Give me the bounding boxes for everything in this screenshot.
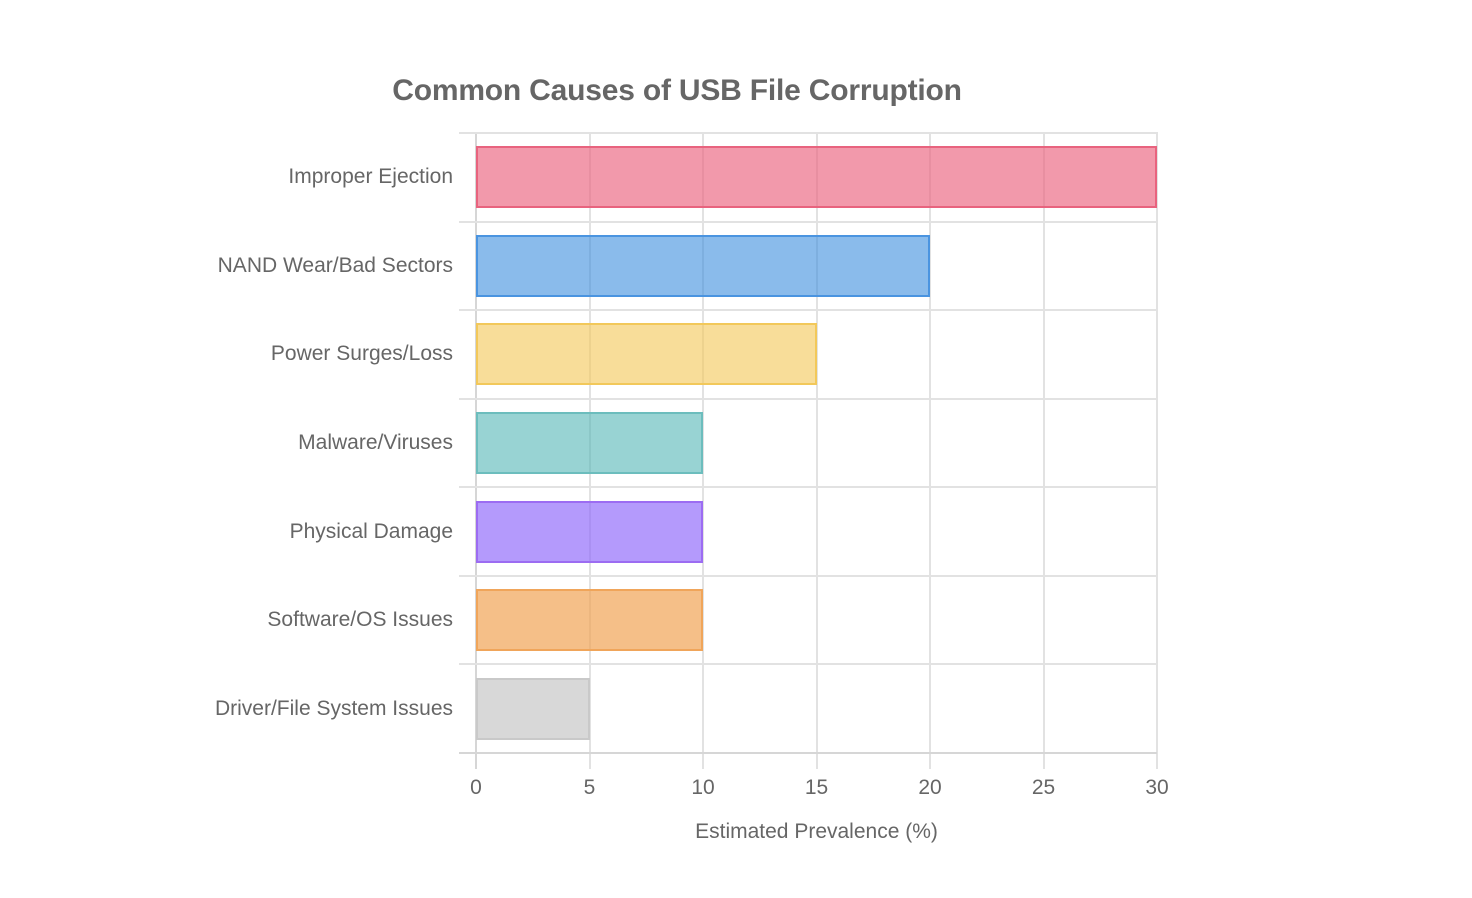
gridline-y — [459, 220, 1157, 223]
gridline-x-25 — [1042, 132, 1045, 769]
bar-driver-file-system-issues[interactable] — [476, 677, 590, 740]
plot-area — [459, 132, 1158, 769]
gridline-y — [459, 752, 1157, 754]
y-tick-label: Driver/File System Issues — [214, 696, 453, 720]
x-tick-label: 20 — [918, 776, 942, 799]
gridline-y — [459, 309, 1157, 312]
bar-software-os-issues[interactable] — [476, 589, 703, 652]
x-tick-label: 15 — [804, 776, 829, 799]
x-tick-label: 10 — [691, 776, 715, 799]
gridline-x-10 — [702, 132, 704, 769]
x-axis-title: Estimated Prevalence (%) — [695, 820, 938, 843]
y-tick-label: NAND Wear/Bad Sectors — [217, 253, 453, 277]
x-tick-label: 25 — [1031, 776, 1056, 799]
bar-malware-viruses[interactable] — [476, 412, 703, 474]
gridline-y — [459, 397, 1157, 400]
gridline-y — [459, 663, 1157, 666]
bar-power-surges-loss[interactable] — [476, 323, 817, 386]
gridline-y — [459, 486, 1157, 489]
bar-improper-ejection[interactable] — [476, 146, 1157, 209]
x-tick-label: 5 — [583, 776, 596, 799]
y-tick-label: Power Surges/Loss — [270, 342, 453, 366]
y-tick-label: Malware/Viruses — [298, 431, 453, 454]
y-tick-label: Improper Ejection — [288, 165, 453, 189]
y-tick-label: Physical Damage — [289, 519, 453, 543]
gridline-y — [459, 574, 1157, 577]
bar-nand-wear-bad-sectors[interactable] — [476, 234, 930, 297]
gridline-x-20 — [929, 132, 931, 769]
chart-title: Common Causes of USB File Corruption — [392, 74, 962, 107]
gridline-y — [459, 132, 1157, 134]
bar-physical-damage[interactable] — [476, 500, 703, 563]
gridline-x-30 — [1156, 132, 1158, 769]
gridline-x-15 — [815, 132, 818, 769]
x-tick-label: 0 — [470, 776, 482, 799]
x-tick-label: 30 — [1145, 776, 1169, 799]
y-tick-label: Software/OS Issues — [267, 608, 453, 632]
